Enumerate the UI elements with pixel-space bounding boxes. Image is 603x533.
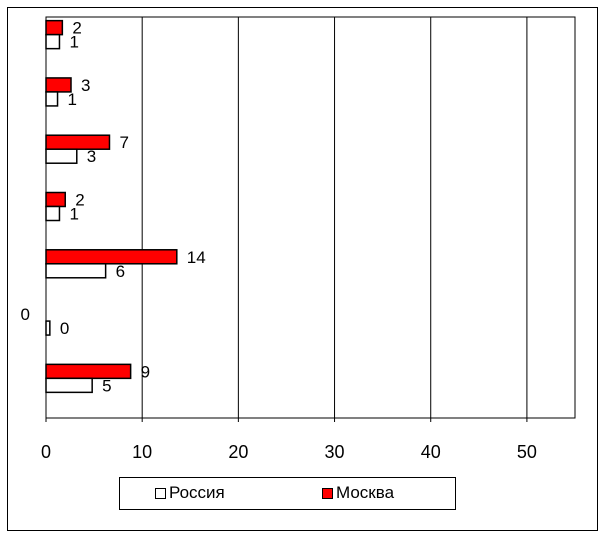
legend-swatch-moscow	[322, 487, 333, 499]
data-label-russia-4: 6	[116, 262, 125, 281]
data-label-moscow-3: 2	[75, 191, 84, 210]
bar-moscow-0	[45, 19, 64, 36]
bar-moscow-6	[45, 363, 132, 380]
legend-label-moscow: Москва	[336, 483, 395, 502]
data-label-moscow-0: 2	[72, 19, 81, 38]
x-tick-label-1: 10	[132, 442, 152, 462]
legend-item-russia: Россия	[155, 483, 225, 503]
data-label-moscow-4: 14	[187, 248, 206, 267]
data-label-russia-5: 0	[60, 319, 69, 338]
data-label-russia-3: 1	[69, 205, 78, 224]
x-tick-label-2: 20	[228, 442, 248, 462]
bar-russia-3	[45, 205, 61, 222]
bar-moscow-3	[45, 191, 66, 208]
bar-russia-0	[45, 33, 61, 50]
data-label-russia-2: 3	[87, 147, 96, 166]
chart-legend: Россия Москва	[119, 477, 456, 510]
legend-item-moscow: Москва	[322, 483, 394, 503]
x-tick-label-5: 50	[517, 442, 537, 462]
data-label-moscow-5: 0	[21, 305, 30, 324]
bar-russia-5	[45, 320, 51, 336]
bar-russia-1	[45, 91, 59, 107]
bar-moscow-4	[45, 249, 178, 265]
data-label-russia-6: 5	[102, 376, 111, 395]
legend-label-russia: Россия	[169, 483, 225, 502]
data-label-moscow-1: 3	[81, 76, 90, 95]
data-label-moscow-6: 9	[141, 362, 150, 381]
x-tick-label-4: 40	[421, 442, 441, 462]
x-tick-label-0: 0	[41, 442, 51, 462]
bar-moscow-2	[45, 134, 111, 150]
plot-area	[46, 17, 575, 418]
legend-swatch-russia	[155, 487, 166, 499]
x-tick-label-3: 30	[325, 442, 345, 462]
bar-russia-4	[45, 263, 107, 279]
bar-moscow-1	[45, 77, 72, 93]
data-label-russia-1: 1	[68, 90, 77, 109]
data-label-moscow-2: 7	[119, 133, 128, 152]
bar-russia-6	[45, 377, 93, 394]
bar-russia-2	[45, 148, 78, 164]
data-label-russia-0: 1	[69, 33, 78, 52]
